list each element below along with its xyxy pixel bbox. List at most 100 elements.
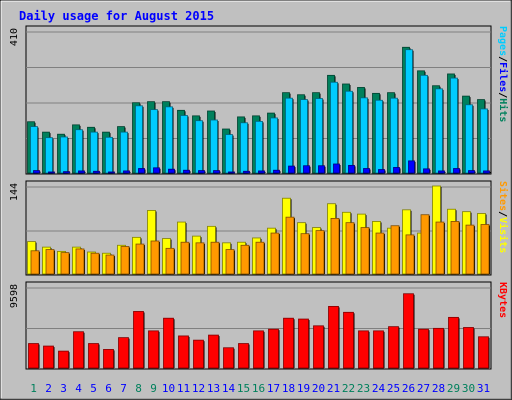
sites-bar	[45, 249, 55, 275]
day-label: 26	[402, 382, 415, 395]
day-label: 11	[177, 382, 190, 395]
kbytes-bar	[328, 305, 339, 369]
files-bar	[180, 115, 188, 174]
pages-bar	[168, 168, 175, 174]
sites-bar	[135, 243, 145, 275]
sites-bar	[165, 247, 175, 275]
panel-bottom: 9598 KBytes	[9, 281, 508, 370]
files-bar	[150, 109, 158, 174]
files-bar	[60, 136, 68, 174]
pages-bar	[318, 165, 325, 174]
files-bar	[90, 131, 98, 174]
files-bar	[105, 136, 113, 174]
files-bar	[330, 81, 338, 174]
day-label: 3	[60, 382, 67, 395]
y-axis-label-part: Visits	[497, 217, 509, 253]
kbytes-bar	[28, 343, 39, 369]
pages-bar	[423, 168, 430, 174]
day-label: 8	[135, 382, 142, 395]
files-bar	[300, 99, 308, 174]
day-label: 23	[357, 382, 370, 395]
files-bar	[435, 88, 443, 174]
day-label: 12	[192, 382, 205, 395]
sites-bar	[315, 230, 325, 275]
day-label: 17	[267, 382, 280, 395]
sites-bar	[450, 221, 460, 275]
panel-top: 410 Pages/Files/Hits	[9, 25, 509, 175]
kbytes-bar	[253, 330, 264, 369]
sites-bar	[270, 232, 280, 275]
sites-bar	[300, 233, 310, 275]
pages-bar	[363, 168, 370, 174]
sites-bar	[330, 217, 340, 275]
pages-bar	[213, 170, 220, 174]
sites-bar	[120, 246, 130, 275]
pages-bar	[198, 170, 205, 174]
sites-bar	[420, 214, 430, 275]
day-label: 22	[342, 382, 355, 395]
pages-bar	[258, 170, 265, 174]
files-bar	[120, 131, 128, 174]
y-axis-label-part: /	[497, 56, 508, 62]
kbytes-bar	[148, 330, 159, 369]
files-bar	[480, 108, 488, 174]
sites-bar	[255, 241, 265, 275]
kbytes-bar	[268, 328, 279, 369]
day-label: 18	[282, 382, 295, 395]
pages-bar	[153, 167, 160, 174]
day-label: 14	[222, 382, 236, 395]
day-label: 19	[297, 382, 310, 395]
pages-bar	[33, 170, 40, 174]
files-bar	[375, 99, 383, 174]
y-max-label-bottom: 9598	[9, 284, 20, 308]
files-bar	[450, 77, 458, 174]
sites-bar	[435, 221, 445, 275]
kbytes-bar	[298, 318, 309, 369]
day-label: 13	[207, 382, 220, 395]
kbytes-bar	[373, 330, 384, 369]
sites-bar	[180, 241, 190, 275]
files-bar	[210, 119, 218, 174]
y-axis-label-bottom: KBytes	[497, 282, 508, 318]
pages-bar	[333, 163, 340, 174]
pages-bar	[273, 169, 280, 174]
day-axis-labels: 1 2 3 4 5 6 7 8 9 10 11 12 13 14 15 16 17 18 19 20 21 22 23 24 2…	[30, 382, 490, 395]
files-bar	[270, 117, 278, 174]
sites-bar	[195, 242, 205, 275]
files-bar	[165, 106, 173, 174]
day-label: 29	[447, 382, 460, 395]
day-label: 7	[120, 382, 127, 395]
sites-bar	[360, 227, 370, 275]
pages-bar	[63, 171, 70, 174]
files-bar	[420, 74, 428, 174]
day-label: 15	[237, 382, 250, 395]
day-label: 21	[327, 382, 340, 395]
y-axis-label-part: Hits	[497, 98, 509, 122]
pages-bar	[123, 170, 130, 174]
pages-bar	[408, 160, 415, 174]
y-axis-label-part: Pages	[497, 26, 508, 56]
y-axis-label-part: /	[497, 92, 508, 98]
panel-middle: 144 Sites/Visits	[9, 180, 509, 276]
files-bar	[255, 120, 263, 174]
kbytes-bar	[58, 350, 69, 369]
sites-bar	[60, 252, 70, 275]
sites-bar	[75, 248, 85, 275]
files-bar	[225, 134, 233, 174]
kbytes-bar	[88, 343, 99, 369]
pages-bar	[243, 170, 250, 174]
sites-bar	[150, 240, 160, 275]
sites-bar	[465, 224, 475, 275]
files-bar	[45, 137, 53, 174]
files-bar	[30, 126, 38, 174]
pages-bar	[393, 167, 400, 174]
kbytes-bar	[193, 339, 204, 369]
day-label: 6	[105, 382, 112, 395]
day-label: 1	[30, 382, 37, 395]
pages-bar	[438, 170, 445, 174]
sites-bar	[30, 250, 40, 275]
sites-bar	[90, 252, 100, 275]
day-label: 31	[477, 382, 490, 395]
day-label: 27	[417, 382, 430, 395]
kbytes-bar	[133, 311, 144, 369]
